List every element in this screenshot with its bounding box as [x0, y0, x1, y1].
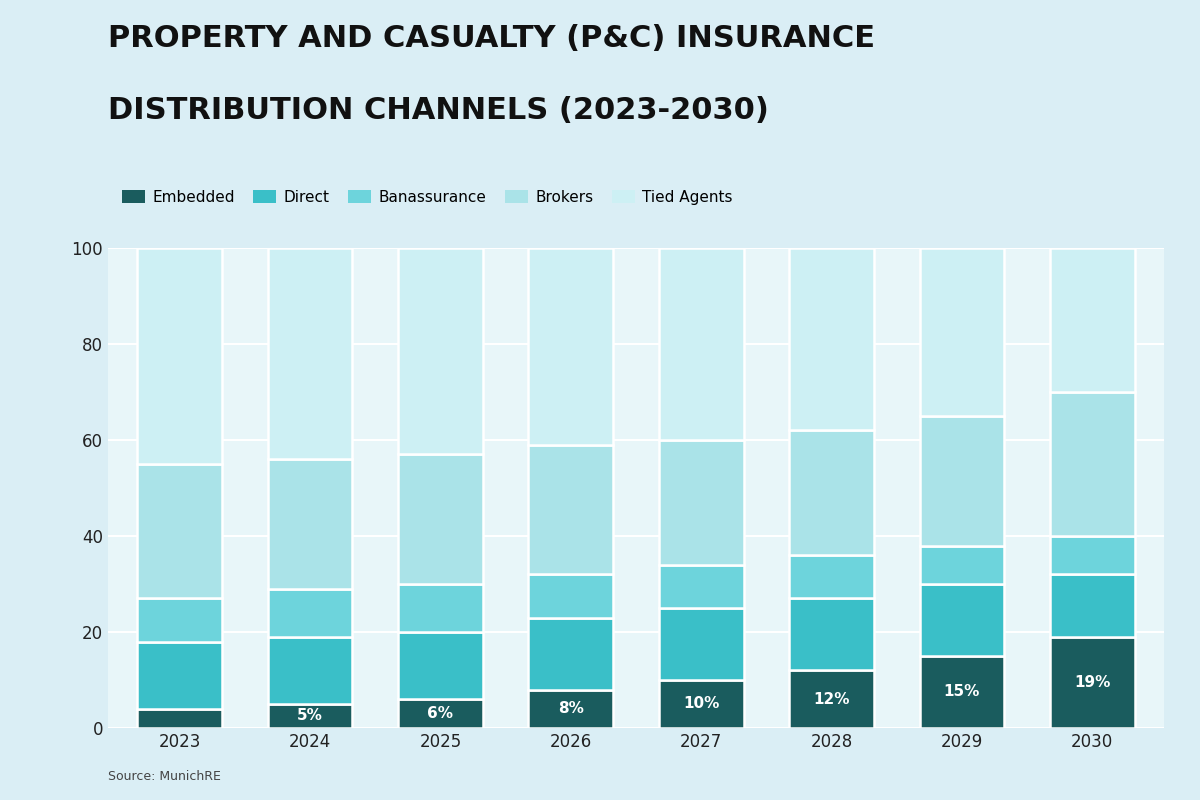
Bar — [1050, 574, 1135, 637]
Bar — [268, 248, 353, 459]
Bar — [398, 699, 482, 728]
Bar — [659, 680, 744, 728]
Bar — [919, 584, 1004, 656]
Bar — [1050, 392, 1135, 536]
Bar — [528, 618, 613, 690]
Bar — [528, 445, 613, 574]
Text: 10%: 10% — [683, 697, 719, 711]
Text: Source: MunichRE: Source: MunichRE — [108, 770, 221, 783]
Bar — [268, 637, 353, 704]
Text: 15%: 15% — [943, 685, 980, 699]
Bar — [659, 248, 744, 440]
Bar — [790, 430, 874, 555]
Bar — [919, 546, 1004, 584]
Legend: Embedded, Direct, Banassurance, Brokers, Tied Agents: Embedded, Direct, Banassurance, Brokers,… — [115, 184, 739, 211]
Text: DISTRIBUTION CHANNELS (2023-2030): DISTRIBUTION CHANNELS (2023-2030) — [108, 96, 769, 125]
Bar — [919, 656, 1004, 728]
Text: 19%: 19% — [1074, 675, 1110, 690]
Bar — [398, 248, 482, 454]
Bar — [137, 464, 222, 598]
Bar — [919, 248, 1004, 416]
Bar — [268, 459, 353, 589]
Bar — [528, 574, 613, 618]
Bar — [1050, 248, 1135, 392]
Text: PROPERTY AND CASUALTY (P&C) INSURANCE: PROPERTY AND CASUALTY (P&C) INSURANCE — [108, 24, 875, 53]
Bar — [790, 598, 874, 670]
Bar — [659, 440, 744, 565]
Text: 8%: 8% — [558, 702, 583, 716]
Bar — [790, 248, 874, 430]
Bar — [137, 248, 222, 464]
Bar — [137, 598, 222, 642]
Bar — [790, 555, 874, 598]
Text: 6%: 6% — [427, 706, 454, 721]
Bar — [919, 416, 1004, 546]
Text: 5%: 5% — [298, 709, 323, 723]
Bar — [659, 565, 744, 608]
Bar — [790, 670, 874, 728]
Bar — [659, 608, 744, 680]
Bar — [268, 589, 353, 637]
Bar — [1050, 637, 1135, 728]
Bar — [268, 704, 353, 728]
Bar — [528, 690, 613, 728]
Text: 12%: 12% — [814, 692, 850, 706]
Bar — [398, 584, 482, 632]
Bar — [1050, 536, 1135, 574]
Bar — [137, 709, 222, 728]
Bar — [528, 248, 613, 445]
Bar — [137, 642, 222, 709]
Bar — [398, 632, 482, 699]
Bar — [398, 454, 482, 584]
